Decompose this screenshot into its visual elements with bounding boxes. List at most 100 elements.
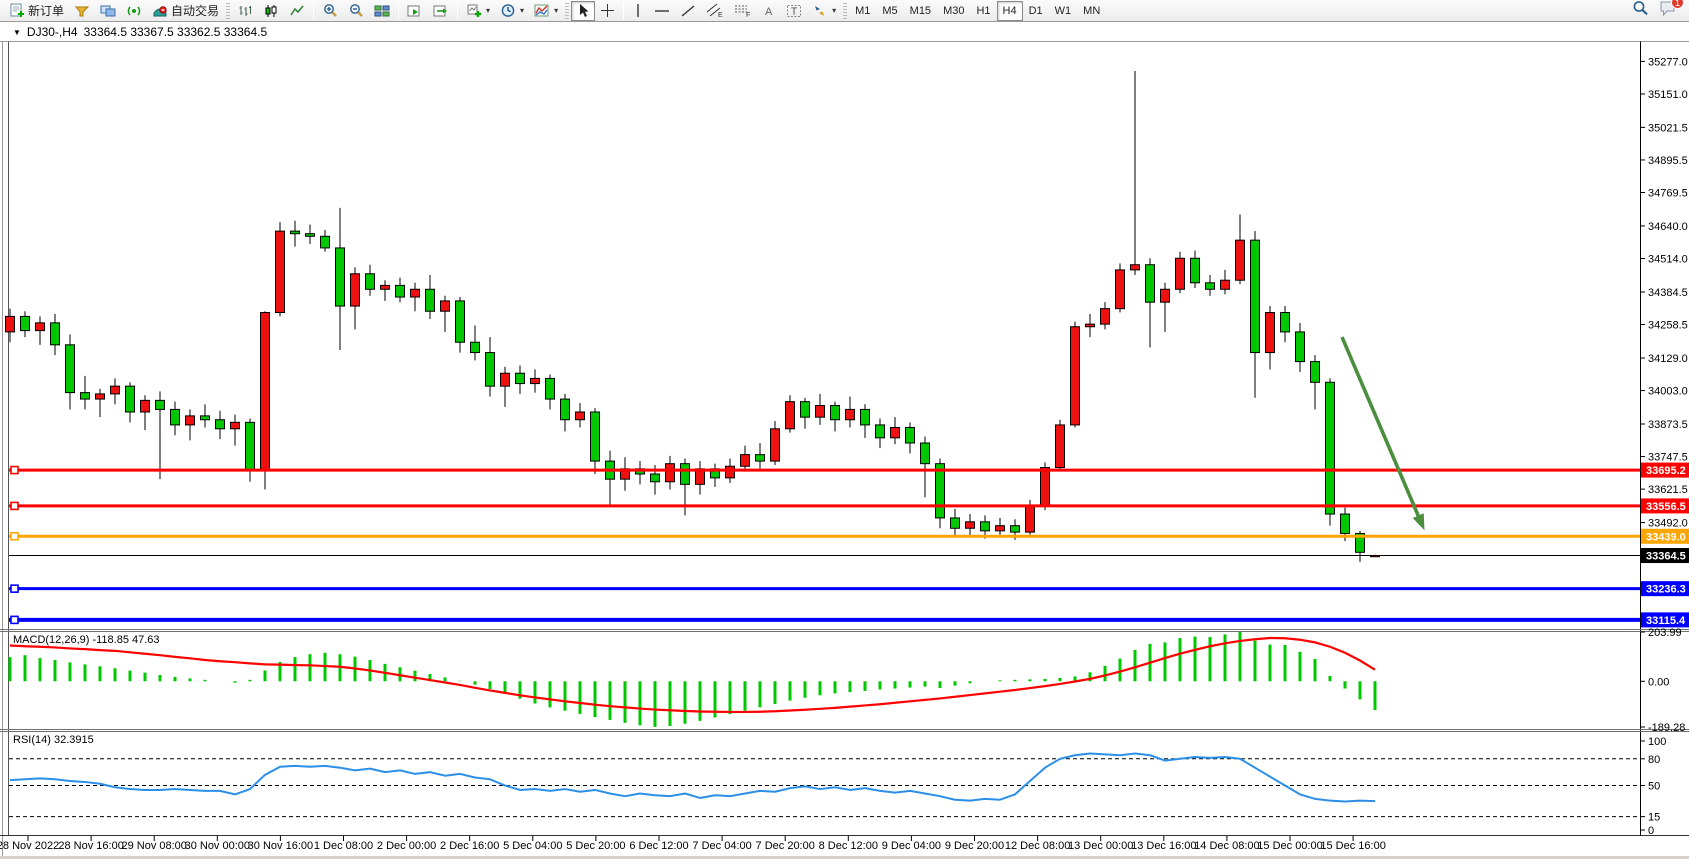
candle-body — [290, 230, 300, 235]
candle-body — [485, 352, 495, 387]
candle-body — [530, 377, 540, 385]
candle-body — [125, 385, 135, 413]
quotes-button[interactable] — [69, 1, 95, 21]
text-label-tool[interactable]: T — [781, 1, 807, 21]
crosshair-tool-button[interactable] — [595, 1, 620, 21]
time-axis-label: 29 Nov 08:00 — [121, 840, 186, 852]
horizontal-line-tool[interactable] — [649, 1, 675, 21]
trend-arrow-head[interactable] — [1412, 513, 1425, 531]
candle-body — [1310, 361, 1320, 383]
candle-body — [1175, 257, 1185, 290]
arrows-icon — [812, 4, 828, 18]
candle-body — [455, 300, 465, 343]
signals-button[interactable] — [121, 1, 147, 21]
price-line-handle[interactable] — [10, 615, 19, 625]
candle-body — [575, 411, 585, 421]
text-tool[interactable]: A — [757, 1, 781, 21]
candlestick-button[interactable] — [258, 1, 284, 21]
time-axis-label: 9 Dec 04:00 — [882, 840, 941, 852]
candle-body — [755, 454, 765, 462]
chart-ohlc: 33364.5 33367.5 33362.5 33364.5 — [83, 25, 268, 39]
candle-body — [1235, 239, 1245, 281]
indicators-button[interactable]: ▾ — [529, 1, 563, 21]
timeframe-M5[interactable]: M5 — [876, 1, 903, 21]
price-line-pill — [1641, 528, 1689, 544]
clock-icon — [500, 3, 516, 18]
tile-windows-button[interactable] — [369, 1, 395, 21]
candle-body — [740, 454, 750, 467]
tile-windows-icon — [374, 4, 390, 18]
macd-axis-label: 203.99 — [1648, 627, 1682, 639]
candlestick-icon — [263, 4, 279, 18]
rsi-axis-label: 80 — [1648, 754, 1660, 766]
text-label-icon: T — [786, 4, 802, 18]
price-line-handle[interactable] — [10, 584, 19, 593]
new-chart-button[interactable]: ▾ — [461, 1, 495, 21]
candle-body — [1355, 532, 1365, 553]
candle-body — [1130, 264, 1140, 271]
price-line-handle[interactable] — [10, 531, 19, 541]
autotrading-button[interactable]: 自动交易 — [147, 1, 224, 21]
market-watch-button[interactable] — [95, 1, 121, 21]
search-icon[interactable] — [1632, 0, 1649, 21]
dropdown-arrow: ▾ — [554, 6, 559, 15]
toolbar-separator — [313, 2, 315, 19]
candle-body — [110, 385, 120, 395]
window-bottom-strip — [0, 856, 1689, 859]
price-axis-label: 35151.0 — [1648, 89, 1688, 101]
timeframe-MN[interactable]: MN — [1077, 1, 1106, 21]
candle-body — [1340, 513, 1350, 534]
timeframe-M30[interactable]: M30 — [937, 1, 970, 21]
trend-arrow[interactable] — [1340, 336, 1424, 524]
timeframe-M1[interactable]: M1 — [849, 1, 876, 21]
candle-body — [440, 300, 450, 312]
timeframe-H4[interactable]: H4 — [996, 0, 1023, 21]
collapse-triangle-icon[interactable]: ▼ — [13, 27, 21, 37]
time-axis-label: 5 Dec 04:00 — [503, 840, 562, 852]
price-line-pill — [1641, 612, 1689, 628]
new-order-button[interactable]: 新订单 — [4, 1, 69, 21]
arrows-tool[interactable]: ▾ — [807, 1, 841, 21]
price-axis-label: 34514.0 — [1648, 254, 1688, 266]
line-chart-button[interactable] — [284, 1, 310, 21]
candle-body — [305, 233, 315, 237]
candle-body — [230, 421, 240, 430]
toolbar-separator — [398, 2, 400, 19]
zoom-in-button[interactable] — [317, 1, 343, 21]
auto-scroll-button[interactable] — [402, 1, 428, 21]
time-axis-label: 14 Dec 08:00 — [1194, 840, 1259, 852]
candle-body — [170, 408, 180, 426]
price-line-pill-label: 33439.0 — [1646, 531, 1686, 543]
toolbar-separator — [457, 2, 459, 19]
timeframe-W1[interactable]: W1 — [1049, 1, 1078, 21]
candle-body — [335, 247, 345, 307]
cursor-tool-button[interactable] — [571, 0, 596, 21]
candle-body — [1055, 424, 1065, 469]
timeframe-D1[interactable]: D1 — [1023, 1, 1049, 21]
zoom-out-button[interactable] — [343, 1, 369, 21]
price-line-pill-label: 33115.4 — [1646, 615, 1686, 627]
timeframe-H1[interactable]: H1 — [970, 1, 996, 21]
bar-chart-button[interactable] — [232, 1, 258, 21]
fibonacci-tool[interactable]: F — [729, 1, 757, 21]
periods-button[interactable]: ▾ — [495, 1, 529, 21]
price-axis-label: 34640.0 — [1648, 221, 1688, 233]
trendline-tool[interactable] — [675, 1, 701, 21]
notifications-button[interactable]: 1 — [1659, 0, 1684, 21]
timeframe-M15[interactable]: M15 — [904, 1, 937, 21]
chart-title: ▼ DJ30-,H4 33364.5 33367.5 33362.5 33364… — [13, 25, 267, 39]
candle-body — [65, 344, 75, 394]
crosshair-icon — [600, 3, 615, 18]
rsi-axis-label: 50 — [1648, 781, 1660, 793]
chart-shift-button[interactable] — [428, 1, 454, 21]
price-line-handle[interactable] — [10, 501, 19, 511]
trendline-icon — [680, 4, 696, 18]
macd-axis-label: 0.00 — [1648, 676, 1669, 688]
macd-axis-label: -189.28 — [1648, 722, 1685, 734]
chart-canvas[interactable]: 35277.0 35151.0 35021.5 34895.5 34769.5 34640… — [0, 22, 1689, 859]
channel-tool[interactable]: E — [701, 1, 729, 21]
vertical-line-tool[interactable] — [627, 1, 649, 21]
candle-body — [1205, 282, 1215, 290]
price-axis-label: 34384.5 — [1648, 287, 1688, 299]
price-line-handle[interactable] — [10, 465, 19, 475]
